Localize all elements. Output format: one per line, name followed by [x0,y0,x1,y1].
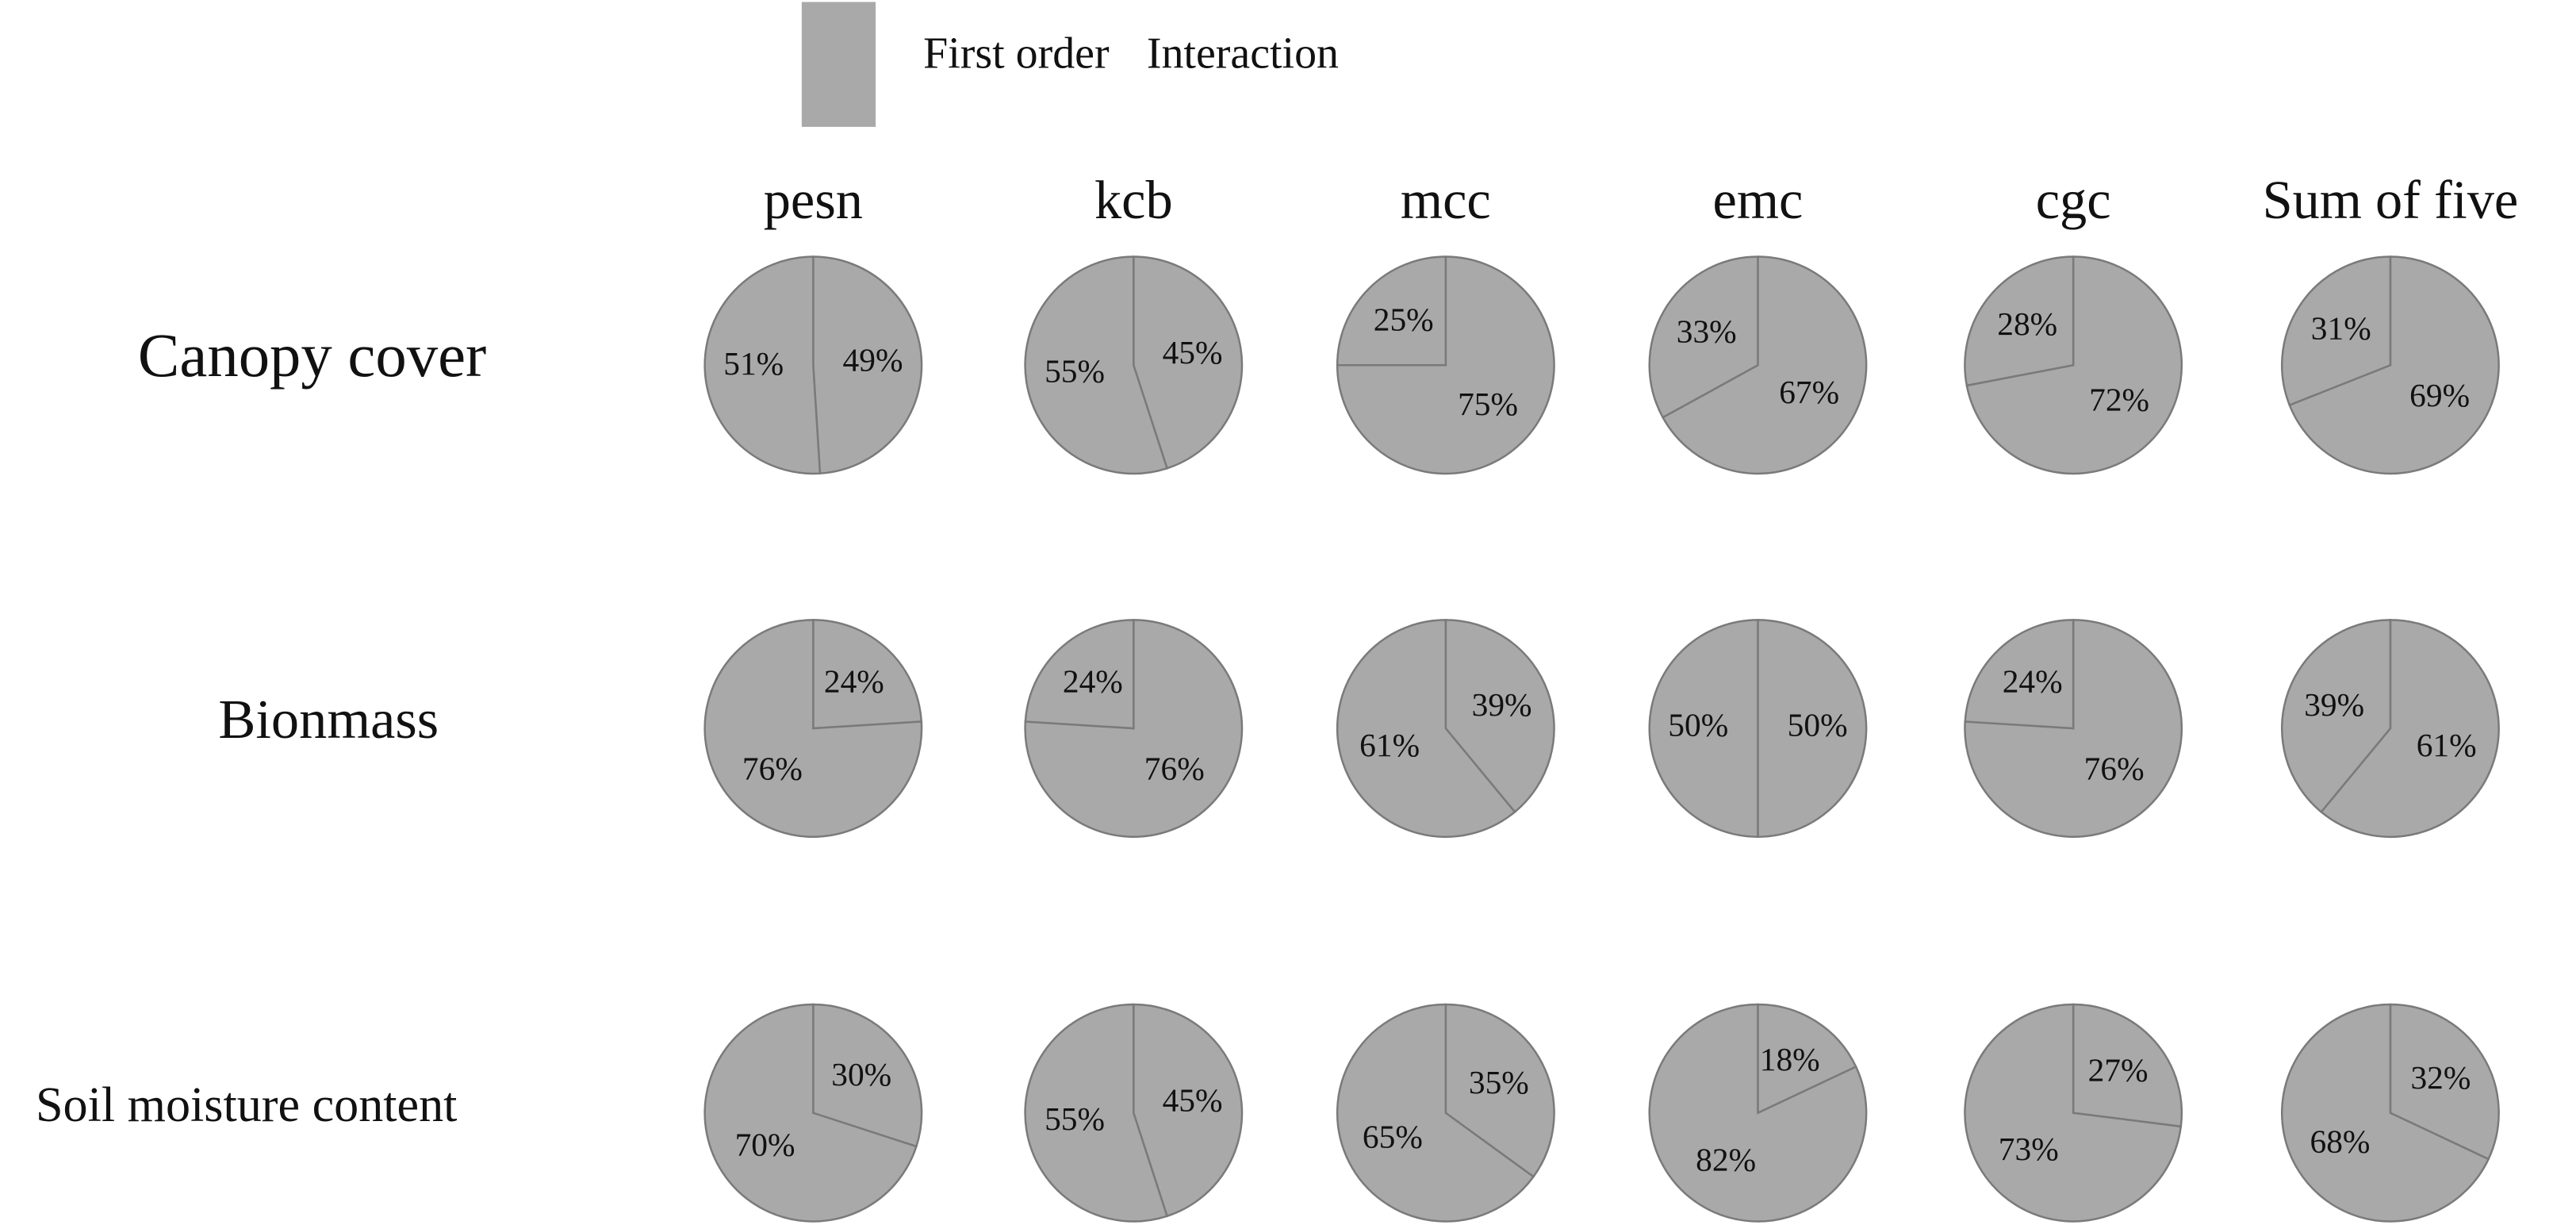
row-label: Canopy cover [138,321,486,390]
pie-slice [1024,619,1244,838]
column-header: pesn [764,170,863,230]
pie-slice [1336,255,1447,367]
column-header: emc [1713,170,1804,230]
pie-slice [2280,1003,2490,1223]
slice-label: 73% [1999,1131,2059,1167]
pie-slice [1648,255,1759,419]
slice-label: 76% [742,750,803,786]
pie-slice [812,1003,923,1148]
pie-slice [812,255,923,475]
pie-slice [1757,619,1868,838]
pie-slice [1648,619,1759,838]
pie-slice [1133,255,1244,470]
row-label: Soil moisture content [36,1078,457,1132]
slice-label: 82% [1696,1142,1756,1178]
slice-label: 24% [2003,663,2063,700]
slice-label: 27% [2088,1052,2149,1089]
slice-label: 75% [1458,386,1518,422]
slice-label: 39% [1472,686,1532,723]
row-label: Bionmass [218,689,439,751]
column-header: kcb [1094,170,1173,230]
pie-slice [1336,619,1516,838]
slice-label: 31% [2311,309,2371,346]
pie-slice [1964,1003,2183,1223]
slice-label: 49% [843,341,903,378]
slice-label: 76% [2084,750,2145,786]
slice-label: 45% [1163,1081,1223,1118]
slice-label: 51% [723,345,784,382]
column-header: cgc [2036,170,2111,230]
slice-label: 67% [1779,374,1839,410]
pie-slice [1757,1003,1857,1115]
pie-slice [1336,1003,1535,1223]
slice-label: 24% [1063,663,1123,700]
slice-label: 69% [2409,377,2470,413]
pie-slice [2389,1003,2500,1161]
slice-label: 18% [1760,1041,1820,1077]
pie-slice [2288,255,2500,475]
legend-label: Interaction [1147,29,1339,79]
slice-label: 55% [1045,1100,1105,1137]
pie-slice [812,619,923,730]
slice-label: 39% [2304,686,2364,723]
pie-slice [2072,1003,2183,1128]
slice-label: 55% [1045,353,1105,390]
pie-slice [1661,255,1868,475]
slice-label: 24% [824,663,884,700]
pie-slice [703,619,923,838]
pie-slice [1648,1003,1868,1223]
slice-label: 35% [1469,1064,1529,1100]
slice-label: 32% [2410,1059,2471,1096]
pie-slice [1133,1003,1244,1218]
pie-slice [703,1003,918,1223]
slice-label: 33% [1677,313,1737,349]
slice-label: 61% [1359,727,1420,763]
pie-slice [2320,619,2500,838]
slice-label: 68% [2310,1123,2370,1160]
slice-label: 61% [2417,727,2477,763]
slice-label: 72% [2089,382,2149,418]
pie-slice [1024,255,1169,475]
slice-label: 28% [1997,305,2057,342]
slice-label: 70% [735,1126,795,1162]
pie-slice [1964,619,2183,838]
slice-label: 50% [1788,707,1848,743]
slice-label: 45% [1163,334,1223,371]
slice-label: 65% [1363,1118,1423,1154]
pie-slice [1024,619,1135,730]
column-header: mcc [1401,170,1491,230]
slice-label: 76% [1144,750,1205,786]
slice-label: 25% [1374,301,1434,338]
pie-slice [2281,619,2392,814]
pie-slice [1336,255,1555,475]
column-header: Sum of five [2263,170,2519,230]
pie-slice [1964,619,2075,730]
pie-slice [2281,255,2392,407]
pie-slice [1444,1003,1555,1178]
pie-slice [1964,255,2075,387]
pie-slice [1444,619,1555,814]
slice-label: 30% [831,1056,891,1093]
slice-label: 50% [1668,707,1728,743]
legend-swatch [801,2,876,127]
legend-label: First order [923,29,1110,79]
pie-slice [703,255,822,475]
pie-slice [1024,1003,1169,1223]
